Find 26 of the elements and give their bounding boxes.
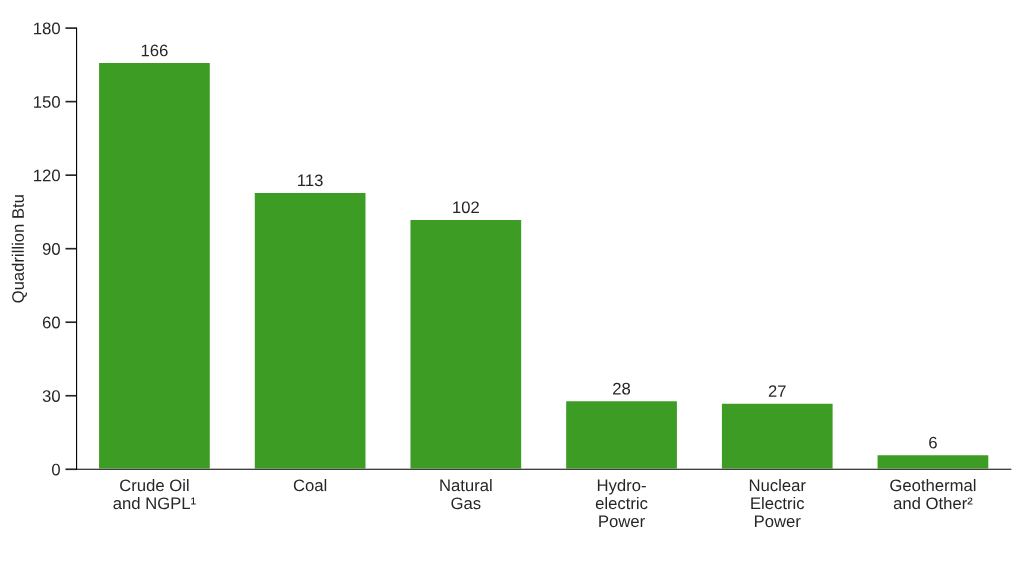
data-label: 28 — [613, 382, 631, 395]
x-tick-label: Nuclear Electric Power — [749, 478, 806, 528]
y-axis-title: Quadrillion Btu — [11, 195, 27, 303]
data-label: 102 — [453, 201, 479, 214]
y-tick-label: 30 — [42, 390, 60, 402]
y-tick-label: 60 — [42, 316, 60, 329]
x-tick-label: Hydro- electric Power — [595, 478, 648, 528]
data-label: 6 — [929, 436, 937, 449]
data-label: 27 — [768, 385, 786, 397]
y-tick-label: 90 — [42, 243, 60, 255]
x-tick-label: Natural Gas — [440, 478, 492, 510]
y-tick-label: 150 — [34, 96, 60, 108]
bar — [720, 402, 834, 470]
bar — [564, 399, 679, 470]
bar — [253, 191, 367, 470]
x-tick-label: Geothermal and Other² — [890, 478, 976, 510]
y-tick-label: 120 — [34, 169, 60, 182]
x-tick-label: Coal — [293, 478, 327, 492]
data-label: 113 — [298, 174, 323, 187]
bar — [97, 61, 212, 470]
data-label: 166 — [141, 44, 168, 57]
bar — [409, 218, 523, 470]
x-tick-label: Crude Oil and NGPL¹ — [113, 478, 196, 510]
bar — [876, 453, 990, 470]
y-tick-label: 180 — [34, 22, 60, 35]
y-tick-label: 0 — [51, 463, 60, 476]
